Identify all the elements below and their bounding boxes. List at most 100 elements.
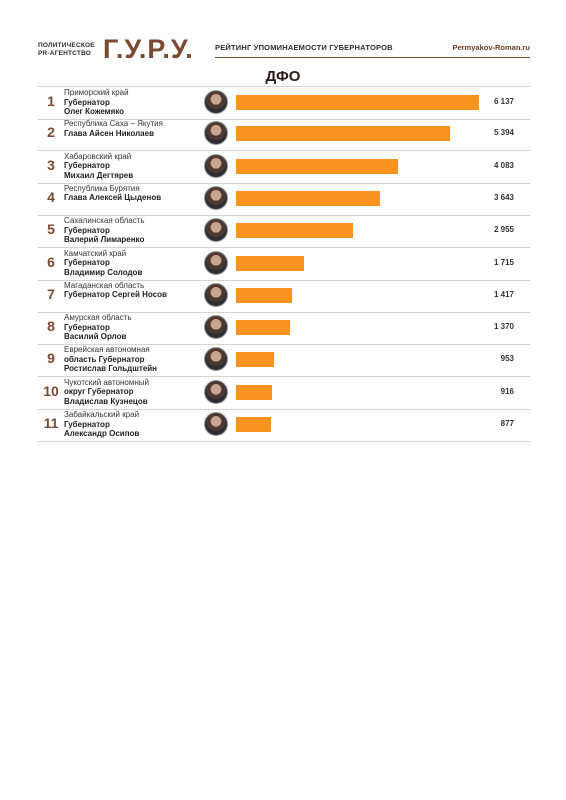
rating-row: 6 Камчатский край Губернатор Владимир Солод… [38, 248, 530, 281]
governor-region: Чукотский автономный [64, 377, 149, 387]
governor-label: Республика Саха – Якутия Глава Айсен Нико… [64, 119, 204, 138]
value-bar [236, 95, 479, 110]
value-bar [236, 320, 291, 336]
governor-label: Еврейская автономная область Губернатор Ро… [64, 345, 204, 374]
rating-row: 1 Приморский край Губернатор Олег Кожемяко 6… [38, 86, 530, 120]
governor-person: Владислав Кузнецов [64, 396, 148, 406]
governor-role: Губернатор [64, 161, 110, 171]
rank-number: 11 [43, 415, 59, 431]
header-divider [215, 57, 530, 58]
governor-photo [204, 250, 228, 275]
value-bar [236, 417, 271, 432]
governor-label: Сахалинская область Губернатор Валерий Лим… [64, 216, 204, 245]
governor-region: Сахалинская область [64, 216, 145, 226]
governor-role: Губернатор [64, 225, 110, 235]
rank-number: 4 [47, 188, 55, 205]
value-bar [236, 255, 304, 271]
governor-role: Губернатор [64, 322, 110, 332]
governor-role: Губернатор Сергей Носов [64, 290, 167, 300]
governor-region: Республика Саха – Якутия [64, 119, 163, 129]
rating-row: 8 Амурская область Губернатор Василий Орлов… [38, 312, 530, 346]
value-bar [236, 287, 293, 303]
rank-number: 7 [47, 285, 55, 302]
value-label: 877 [500, 419, 514, 428]
governor-role: Губернатор [64, 419, 110, 429]
governor-photo [204, 315, 228, 340]
governor-role: Глава Айсен Николаев [64, 128, 154, 138]
rating-row: 10 Чукотский автономный округ Губернатор Вл… [38, 377, 530, 410]
governor-label: Забайкальский край Губернатор Александр Ос… [64, 410, 204, 439]
value-label: 1 715 [493, 257, 514, 267]
value-bar [236, 126, 450, 142]
governor-photo [204, 412, 228, 436]
governor-label: Республика Бурятия Глава Алексей Цыденов [64, 184, 204, 203]
rating-row: 2 Республика Саха – Якутия Глава Айсен Ник… [38, 118, 530, 152]
governor-label: Чукотский автономный округ Губернатор Влад… [64, 378, 204, 407]
value-label: 4 083 [493, 160, 514, 170]
governor-label: Магаданская область Губернатор Сергей Нос… [64, 281, 204, 300]
governor-photo [204, 185, 228, 210]
value-label: 6 137 [493, 97, 514, 106]
value-bar [236, 190, 381, 206]
governor-role: округ Губернатор [64, 387, 134, 397]
governor-person: Владимир Солодов [64, 267, 143, 277]
governor-region: Камчатский край [64, 248, 127, 258]
governor-person: Олег Кожемяко [64, 107, 125, 116]
governor-role: Губернатор [64, 258, 110, 267]
rating-row: 5 Сахалинская область Губернатор Валерий Ли… [38, 215, 530, 249]
rank-number: 9 [47, 350, 55, 367]
rank-number: 10 [43, 382, 59, 399]
agency-line-2: PR-АГЕНТСТВО [38, 50, 92, 57]
value-bar [236, 352, 274, 368]
governor-role: область Губернатор [64, 354, 145, 364]
value-label: 1 370 [493, 322, 514, 332]
governor-region: Хабаровский край [64, 151, 132, 161]
governor-label: Амурская область Губернатор Василий Орлов [64, 313, 204, 342]
rating-row: 9 Еврейская автономная область Губернатор Р… [38, 344, 530, 378]
agency-caption: ПОЛИТИЧЕСКОЕ PR-АГЕНТСТВО [38, 42, 95, 58]
governor-region: Забайкальский край [64, 410, 140, 419]
rating-row: 11 Забайкальский край Губернатор Александр … [38, 409, 530, 442]
governor-photo [204, 282, 228, 307]
governor-label: Камчатский край Губернатор Владимир Солодо… [64, 249, 204, 278]
report-title: РЕЙТИНГ УПОМИНАЕМОСТИ ГУБЕРНАТОРОВ [215, 43, 393, 52]
rank-number: 3 [47, 156, 55, 173]
governor-person: Ростислав Гольдштейн [64, 364, 158, 374]
rank-number: 1 [47, 93, 55, 109]
governor-role: Глава Алексей Цыденов [64, 193, 162, 203]
governor-region: Магаданская область [64, 280, 145, 290]
value-label: 1 417 [493, 289, 514, 299]
agency-line-1: ПОЛИТИЧЕСКОЕ [38, 42, 95, 49]
site-link[interactable]: Permyakov-Roman.ru [452, 43, 530, 52]
report-header: ПОЛИТИЧЕСКОЕ PR-АГЕНТСТВО Г.У.Р.У. РЕЙТИ… [38, 34, 530, 64]
value-label: 953 [500, 354, 514, 364]
governor-region: Республика Бурятия [64, 183, 140, 193]
governor-photo [204, 153, 228, 178]
brand-logo: Г.У.Р.У. [103, 34, 194, 64]
governor-person: Александр Осипов [64, 429, 140, 438]
value-bar [236, 384, 273, 400]
value-label: 3 643 [493, 192, 514, 202]
governor-person: Валерий Лимаренко [64, 235, 145, 245]
governor-photo [204, 121, 228, 146]
value-bar [236, 158, 398, 174]
governor-photo [204, 347, 228, 372]
rank-number: 8 [47, 318, 55, 335]
chart-title: ДФО [265, 68, 301, 85]
rank-number: 5 [47, 221, 55, 238]
governor-photo [204, 218, 228, 243]
rating-row: 7 Магаданская область Губернатор Сергей Но… [38, 280, 530, 313]
governor-region: Приморский край [64, 88, 129, 97]
governor-label: Приморский край Губернатор Олег Кожемяко [64, 88, 204, 117]
rank-number: 2 [47, 124, 55, 141]
value-label: 5 394 [493, 128, 514, 138]
governor-region: Еврейская автономная [64, 345, 150, 355]
rating-row: 4 Республика Бурятия Глава Алексей Цыденов… [38, 183, 530, 216]
governor-person: Михаил Дегтярев [64, 170, 134, 180]
governor-role: Губернатор [64, 97, 110, 107]
rating-row: 3 Хабаровский край Губернатор Михаил Дегтяр… [38, 151, 530, 184]
value-label: 916 [500, 386, 514, 396]
governor-person: Василий Орлов [64, 332, 127, 342]
governor-region: Амурская область [64, 313, 132, 323]
rank-number: 6 [47, 253, 55, 270]
